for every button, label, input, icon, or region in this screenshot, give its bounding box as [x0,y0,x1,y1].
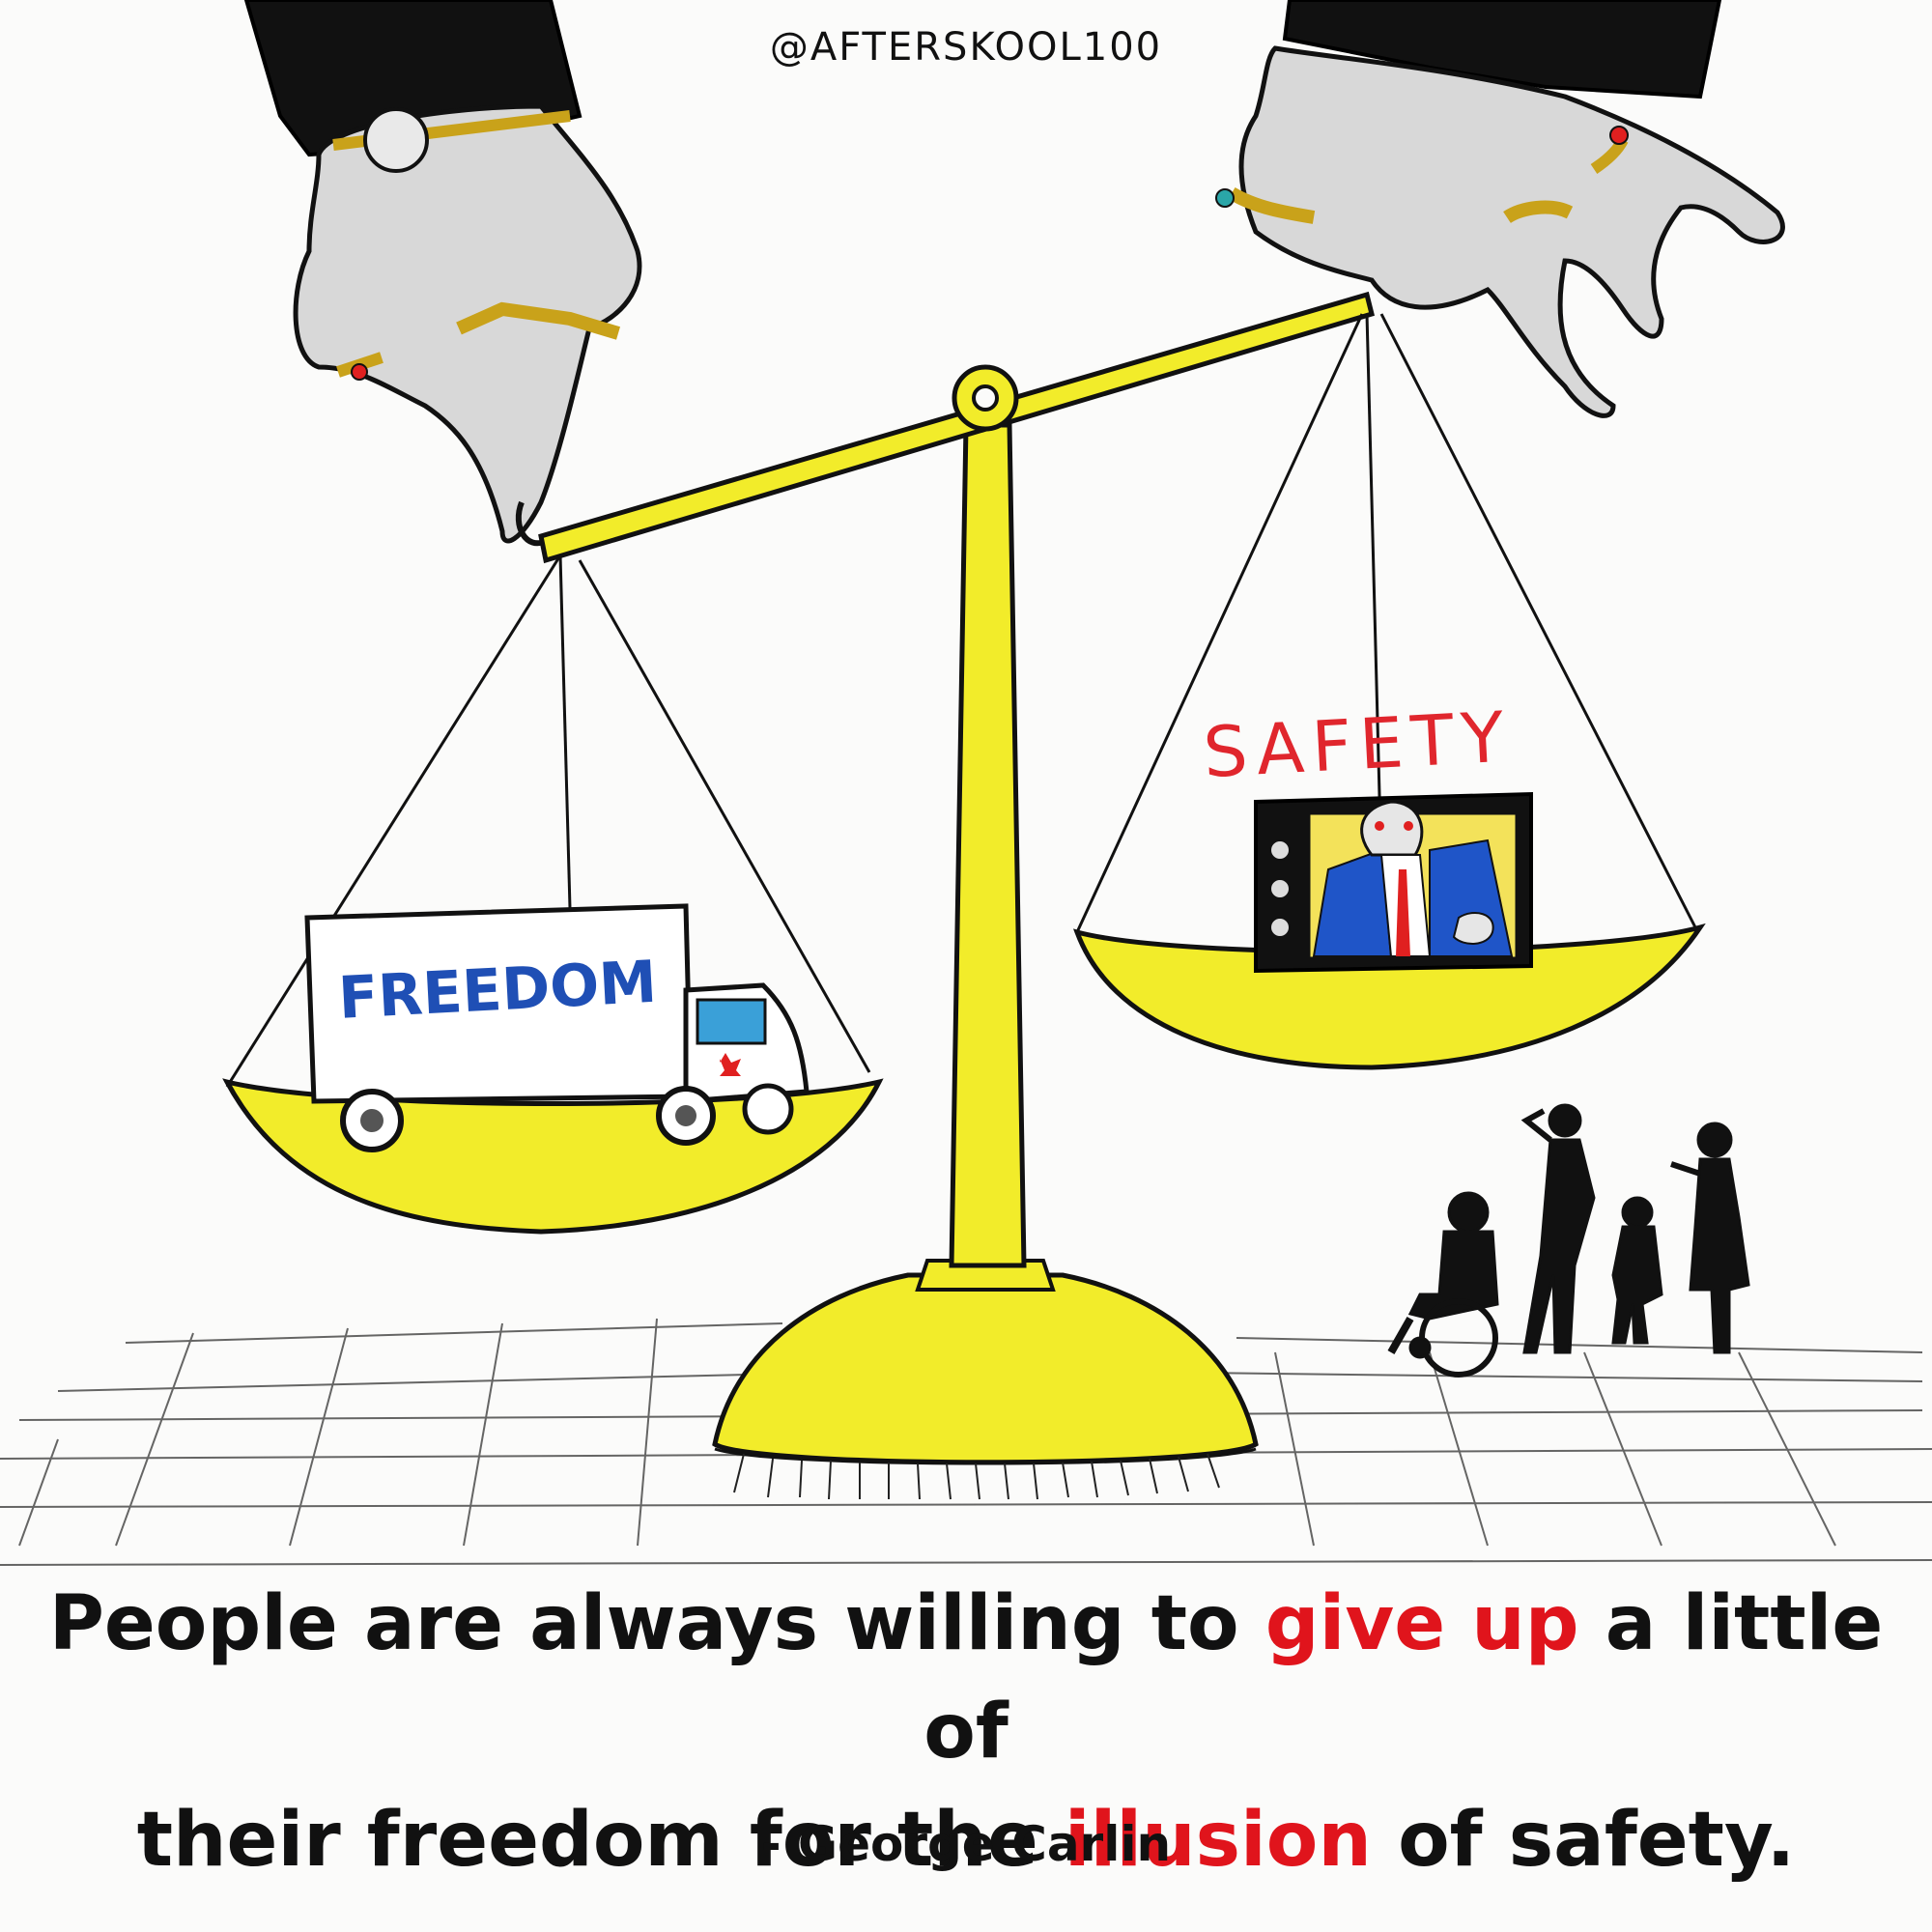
floor-grid [0,1318,1932,1566]
artist-handle: @AFTERSKOOL100 [769,25,1163,70]
left-hand [243,0,642,547]
quote-line-1-start: People are always willing to [48,1580,1265,1667]
safety-tv: SAFETY [1202,696,1533,974]
quote-line-2: their freedom for the illusion of safety… [0,1786,1932,1894]
balance-scale [222,291,1706,1500]
quote-line-2-end: of safety. [1371,1797,1796,1884]
quote-highlight-give-up: give up [1264,1580,1579,1667]
quote-line-1: People are always willing to give up a l… [0,1570,1932,1786]
quote-highlight-illusion: illusion [1064,1797,1372,1884]
silhouette-crowd [1387,1103,1750,1378]
freedom-truck: FREEDOM [304,903,810,1152]
freedom-label: FREEDOM [337,949,659,1033]
safety-label: SAFETY [1202,696,1514,793]
right-hand [1215,0,1785,418]
quote-attribution: - George Carlin [760,1816,1172,1872]
quote-line-2-start: their freedom for the [136,1797,1065,1884]
quote-line-1-end: a little of [923,1580,1884,1776]
quote-text: People are always willing to give up a l… [0,1570,1932,1894]
